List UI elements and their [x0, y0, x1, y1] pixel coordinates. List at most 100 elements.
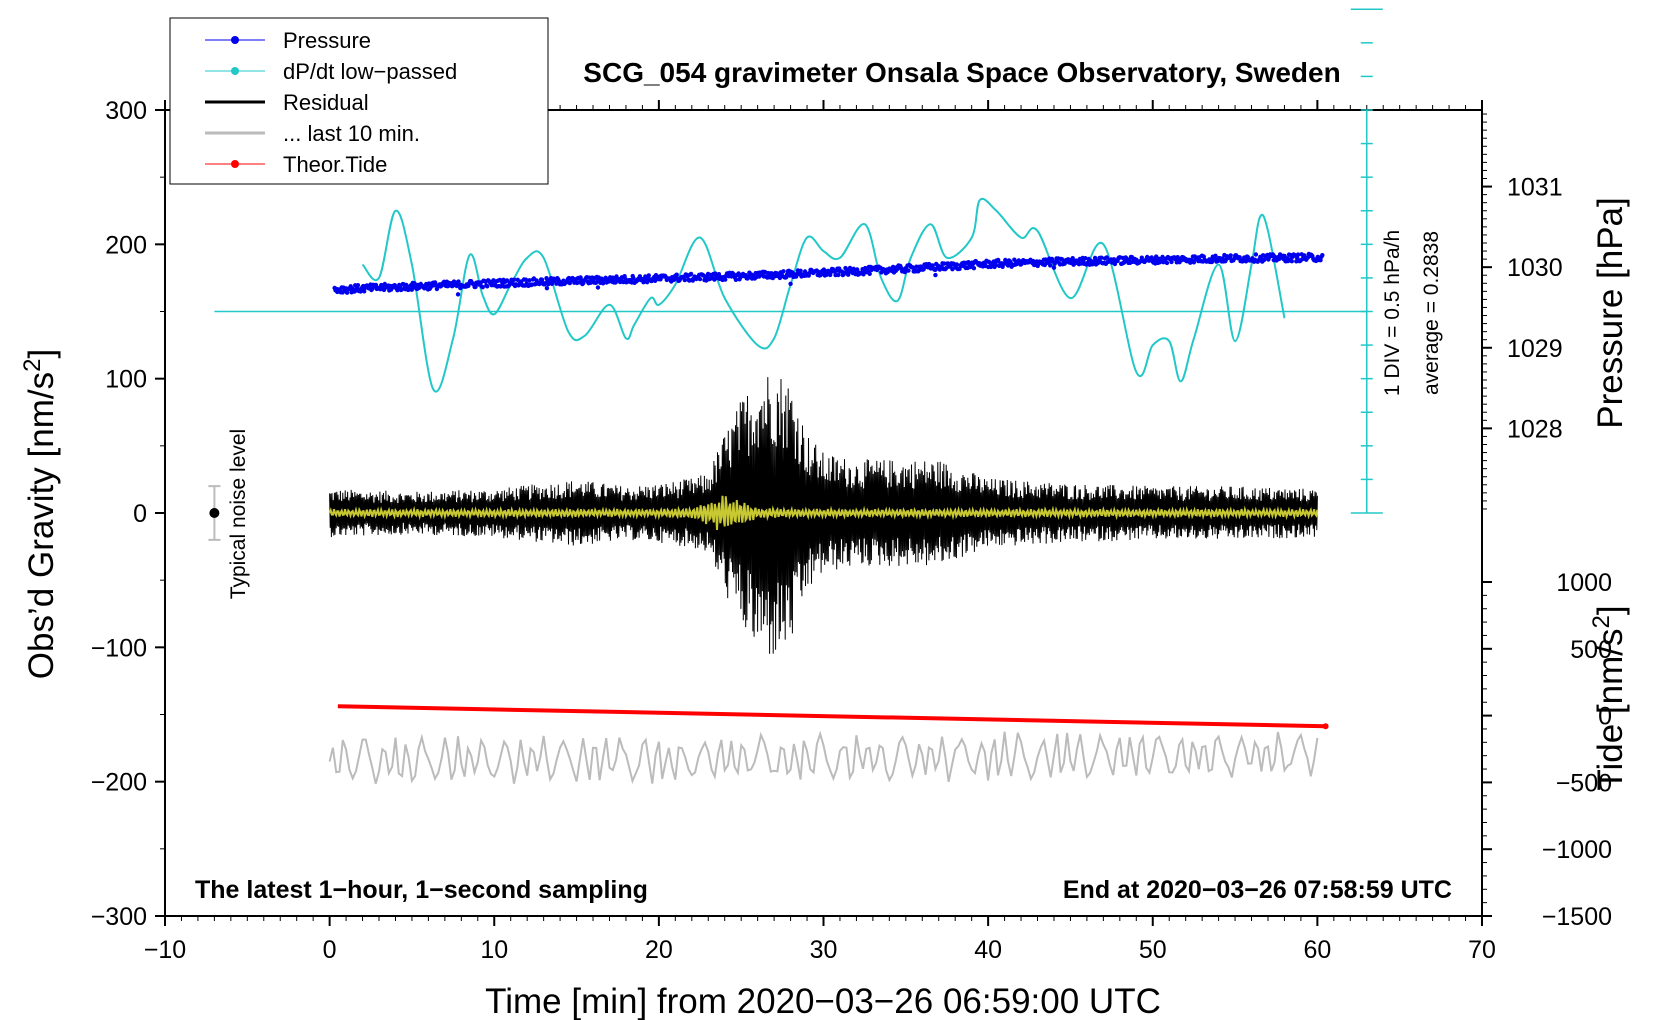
tide-tick-label: −500 [1556, 769, 1612, 797]
caption-right: End at 2020−03−26 07:58:59 UTC [1063, 876, 1452, 904]
y-tick-label: −300 [91, 903, 147, 931]
legend-entry: dP/dt low−passed [205, 59, 457, 84]
theor-tide-series [337, 704, 1326, 729]
pressure-point [1164, 260, 1170, 266]
caption-left: The latest 1−hour, 1−second sampling [195, 876, 648, 904]
tide-tick-label: 500 [1570, 636, 1612, 664]
lowpassed-residual-series [328, 495, 1319, 531]
pressure-point [480, 285, 485, 290]
pressure-point [1320, 253, 1325, 258]
y-axis-left-title: Obs’d Gravity [nm/s2] [19, 349, 62, 679]
legend-entry: Residual [205, 90, 369, 115]
x-tick-label: 40 [974, 936, 1002, 964]
legend: Pressure dP/dt low−passed Residual ... last… [169, 17, 549, 185]
pressure-point [600, 281, 606, 286]
legend-marker [231, 67, 239, 75]
pressure-tick-label: 1031 [1507, 174, 1563, 202]
pressure-point [906, 268, 911, 273]
residual-series [329, 377, 1318, 654]
pressure-point [1253, 252, 1259, 257]
pressure-point [412, 281, 417, 286]
pressure-point [993, 262, 998, 268]
pressure-point [485, 284, 490, 289]
legend-label: Pressure [283, 28, 371, 53]
pressure-tick-label: 1029 [1507, 335, 1563, 363]
pressure-point [996, 257, 1001, 263]
pressure-point [355, 283, 361, 288]
pressure-point [971, 266, 977, 271]
tide-tick-label: −1000 [1542, 836, 1612, 864]
y-tick-label: 200 [105, 231, 147, 259]
pressure-point [821, 267, 827, 272]
legend-label: dP/dt low−passed [283, 59, 457, 84]
pressure-point [688, 271, 694, 277]
pressure-point [836, 272, 841, 278]
pressure-point [846, 272, 851, 277]
pressure-tick-label: 1028 [1507, 415, 1563, 443]
pressure-point [1272, 254, 1277, 259]
pressure-point [515, 277, 520, 282]
legend-marker [231, 160, 239, 168]
pressure-series [332, 251, 1325, 297]
tide-tick-label: −1500 [1542, 903, 1612, 931]
x-axis-title: Time [min] from 2020−03−26 06:59:00 UTC [485, 982, 1161, 1020]
pressure-point [1099, 255, 1104, 260]
x-tick-label: 20 [645, 936, 673, 964]
pressure-point [1295, 252, 1301, 257]
noise-label: Typical noise level [227, 429, 250, 599]
tide-tick-label: 1000 [1556, 569, 1612, 597]
pressure-point [1048, 263, 1053, 268]
pressure-point [1191, 260, 1197, 265]
pressure-point [723, 277, 728, 282]
pressure-point [614, 274, 619, 279]
pressure-point [473, 284, 478, 290]
legend-entry: Theor.Tide [205, 152, 387, 177]
tide-tick-label: 0 [1598, 703, 1612, 731]
pressure-point [798, 268, 803, 273]
dpdt-series [361, 197, 1286, 393]
x-tick-label: 30 [810, 936, 838, 964]
pressure-point [644, 280, 650, 285]
pressure-point [1228, 253, 1233, 258]
pressure-point [344, 290, 350, 295]
pressure-axis-ticks: 1028 1029 1030 1031 [1482, 113, 1563, 510]
pressure-point [455, 292, 461, 297]
pressure-point [1104, 255, 1110, 260]
theor-tide-endpoint [1322, 723, 1329, 730]
x-tick-label: 50 [1139, 936, 1167, 964]
y-tick-label: 100 [105, 366, 147, 394]
x-tick-label: −10 [144, 936, 186, 964]
pressure-point [603, 275, 608, 280]
legend-marker [231, 36, 239, 44]
pressure-tick-label: 1030 [1507, 254, 1563, 282]
pressure-point [682, 277, 687, 283]
pressure-point [1051, 265, 1057, 270]
pressure-point [855, 267, 860, 272]
noise-level-indicator [208, 485, 221, 541]
x-axis-ticks: −10 0 10 20 30 40 50 60 70 [144, 100, 1496, 964]
legend-label: Residual [283, 90, 369, 115]
x-tick-label: 70 [1468, 936, 1496, 964]
pressure-point [781, 269, 786, 274]
pressure-point [1289, 259, 1295, 264]
pressure-point [788, 281, 793, 286]
pressure-point [373, 282, 379, 288]
pressure-point [1083, 256, 1088, 261]
legend-entry: Pressure [205, 28, 371, 53]
pressure-point [1139, 255, 1145, 260]
legend-label: Theor.Tide [283, 152, 387, 177]
last-10-min-series [328, 730, 1319, 785]
pressure-point [933, 272, 938, 278]
x-tick-label: 60 [1303, 936, 1331, 964]
y-axis-left-ticks: −300 −200 −100 0 100 200 300 [91, 97, 165, 931]
y-axis-pressure-title: Pressure [hPa] [1591, 197, 1630, 429]
pressure-point [954, 262, 959, 267]
pressure-point [987, 259, 992, 265]
noise-center-dot [209, 508, 220, 518]
average-label: average = 0.2838 [1420, 231, 1443, 395]
pressure-point [1160, 254, 1165, 260]
pressure-point [527, 278, 532, 283]
pressure-point [1031, 258, 1036, 264]
y-tick-label: 300 [105, 97, 147, 125]
pressure-point [1005, 263, 1011, 268]
